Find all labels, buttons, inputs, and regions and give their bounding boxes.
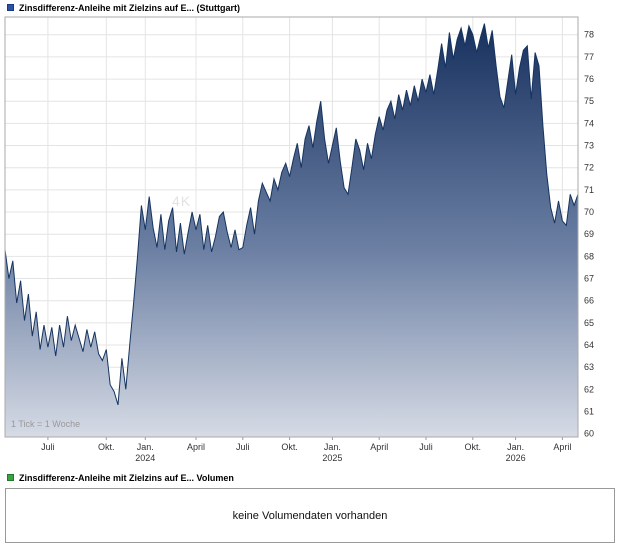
svg-text:Juli: Juli (41, 442, 55, 452)
svg-text:70: 70 (584, 207, 594, 217)
svg-text:Okt.: Okt. (98, 442, 115, 452)
svg-text:72: 72 (584, 163, 594, 173)
price-chart: 60 61 62 63 64 65 66 67 68 69 70 71 72 73 74 75 76 77 78 Ju… (0, 15, 620, 470)
svg-text:78: 78 (584, 30, 594, 40)
svg-text:Jan.: Jan. (137, 442, 154, 452)
svg-text:Okt.: Okt. (465, 442, 482, 452)
volume-empty-message: keine Volumendaten vorhanden (232, 509, 388, 522)
svg-text:April: April (370, 442, 388, 452)
watermark: 4K (172, 193, 192, 209)
svg-text:73: 73 (584, 141, 594, 151)
price-chart-canvas[interactable]: 60 61 62 63 64 65 66 67 68 69 70 71 72 73 74 75 76 77 78 Ju… (0, 15, 620, 470)
svg-text:75: 75 (584, 96, 594, 106)
svg-text:60: 60 (584, 429, 594, 439)
svg-text:69: 69 (584, 229, 594, 239)
svg-text:61: 61 (584, 407, 594, 417)
volume-series-legend: Zinsdifferenz-Anleihe mit Zielzins auf E… (0, 470, 620, 485)
volume-legend-label: Zinsdifferenz-Anleihe mit Zielzins auf E… (19, 472, 234, 483)
svg-text:63: 63 (584, 362, 594, 372)
svg-text:2024: 2024 (135, 453, 155, 463)
volume-series-swatch-icon (7, 474, 14, 481)
svg-text:62: 62 (584, 384, 594, 394)
price-series-swatch-icon (7, 4, 14, 11)
svg-text:Juli: Juli (419, 442, 433, 452)
svg-text:71: 71 (584, 185, 594, 195)
svg-text:April: April (187, 442, 205, 452)
svg-text:April: April (553, 442, 571, 452)
svg-text:2026: 2026 (506, 453, 526, 463)
svg-text:Okt.: Okt. (281, 442, 298, 452)
svg-text:74: 74 (584, 118, 594, 128)
svg-text:65: 65 (584, 318, 594, 328)
tick-note: 1 Tick = 1 Woche (11, 419, 81, 429)
price-series-legend: Zinsdifferenz-Anleihe mit Zielzins auf E… (0, 0, 620, 15)
svg-text:Jan.: Jan. (324, 442, 341, 452)
svg-text:67: 67 (584, 274, 594, 284)
volume-empty-box: keine Volumendaten vorhanden (5, 488, 615, 543)
svg-text:64: 64 (584, 340, 594, 350)
chart-title: Zinsdifferenz-Anleihe mit Zielzins auf E… (19, 2, 241, 13)
svg-text:Jan.: Jan. (507, 442, 524, 452)
svg-text:68: 68 (584, 251, 594, 261)
svg-text:Juli: Juli (236, 442, 250, 452)
svg-text:77: 77 (584, 52, 594, 62)
svg-text:2025: 2025 (322, 453, 342, 463)
svg-text:66: 66 (584, 296, 594, 306)
svg-text:76: 76 (584, 74, 594, 84)
